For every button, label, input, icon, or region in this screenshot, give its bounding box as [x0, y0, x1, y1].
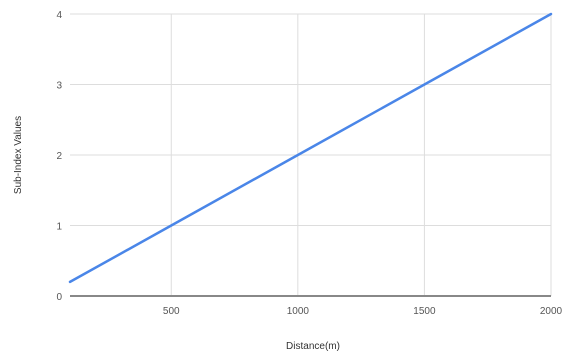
y-tick-label: 0 [56, 292, 62, 303]
y-tick-label: 3 [56, 81, 62, 92]
y-tick-label: 2 [56, 151, 62, 162]
x-tick-label: 1500 [413, 306, 436, 317]
y-tick-label: 1 [56, 222, 62, 233]
x-tick-label: 500 [163, 306, 180, 317]
y-axis-title: Sub-Index Values [13, 116, 24, 194]
tick-labels: 0 1 2 3 4 500 1000 1500 2000 [56, 10, 562, 317]
x-axis-title: Distance(m) [286, 341, 340, 352]
x-tick-label: 1000 [287, 306, 310, 317]
series-layer [68, 12, 553, 284]
series-line-0 [68, 12, 553, 284]
x-tick-label: 2000 [540, 306, 563, 317]
grid [70, 13, 552, 296]
y-tick-label: 4 [56, 10, 62, 21]
